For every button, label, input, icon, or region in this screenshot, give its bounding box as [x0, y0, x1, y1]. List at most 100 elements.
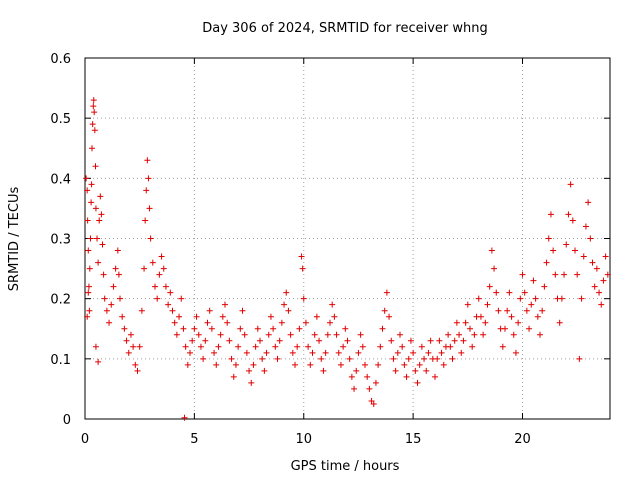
data-point	[591, 283, 598, 290]
data-point	[193, 313, 200, 320]
data-point	[285, 307, 292, 314]
data-point	[204, 319, 211, 326]
data-point	[504, 307, 511, 314]
data-point	[123, 337, 130, 344]
data-point	[403, 373, 410, 380]
data-point	[85, 247, 92, 254]
data-point	[89, 145, 95, 152]
data-point	[87, 235, 94, 242]
data-point	[401, 361, 408, 368]
data-point	[230, 373, 237, 380]
data-point	[451, 337, 458, 344]
grid-lines	[85, 58, 610, 419]
data-point	[445, 331, 452, 338]
data-point	[103, 307, 110, 314]
data-point	[197, 343, 204, 350]
data-point	[480, 331, 487, 338]
data-point	[484, 301, 491, 308]
data-point	[180, 325, 187, 332]
data-point	[359, 343, 366, 350]
data-point	[453, 319, 460, 326]
data-point	[243, 349, 250, 356]
data-point	[181, 414, 188, 421]
data-point	[106, 319, 113, 326]
data-points	[83, 97, 611, 421]
x-tick-label: 15	[405, 432, 422, 447]
data-point	[252, 343, 259, 350]
data-point	[436, 337, 443, 344]
data-point	[305, 343, 312, 350]
data-point	[464, 301, 471, 308]
data-point	[458, 349, 465, 356]
data-point	[440, 361, 447, 368]
data-point	[232, 361, 239, 368]
data-point	[259, 355, 266, 362]
data-point	[386, 313, 393, 320]
data-point	[88, 199, 95, 206]
y-tick-label: 0	[63, 413, 71, 428]
data-point	[585, 199, 592, 206]
data-point	[410, 349, 417, 356]
data-point	[91, 109, 98, 116]
data-point	[569, 217, 576, 224]
data-point	[379, 325, 386, 332]
data-point	[287, 331, 294, 338]
data-point	[108, 301, 115, 308]
y-tick-label: 0.5	[50, 112, 71, 127]
x-tick-label: 5	[190, 432, 198, 447]
data-point	[390, 355, 397, 362]
data-point	[416, 361, 423, 368]
data-point	[519, 271, 526, 278]
data-point	[299, 265, 306, 272]
data-point	[329, 301, 336, 308]
data-point	[270, 325, 277, 332]
data-point	[421, 355, 428, 362]
data-point	[222, 301, 228, 308]
data-point	[117, 295, 123, 302]
data-point	[99, 241, 106, 248]
data-point	[250, 361, 257, 368]
data-point	[298, 253, 305, 260]
data-point	[600, 277, 607, 284]
data-point	[552, 271, 559, 278]
data-point	[418, 343, 425, 350]
data-point	[534, 313, 541, 320]
data-point	[146, 205, 153, 212]
data-point	[335, 349, 342, 356]
data-point	[412, 367, 419, 374]
data-point	[101, 295, 108, 302]
data-point	[438, 349, 445, 356]
data-point	[90, 103, 97, 110]
data-point	[318, 355, 325, 362]
data-point	[237, 325, 244, 332]
data-point	[226, 337, 233, 344]
data-point	[493, 289, 500, 296]
data-point	[208, 325, 215, 332]
data-point	[134, 367, 141, 374]
y-tick-label: 0.2	[50, 293, 71, 308]
data-point	[182, 343, 189, 350]
data-point	[456, 331, 463, 338]
data-point	[187, 349, 193, 356]
data-point	[215, 343, 222, 350]
data-point	[582, 223, 589, 230]
data-point	[92, 163, 99, 170]
data-point	[191, 325, 198, 332]
data-point	[512, 349, 519, 356]
data-point	[425, 349, 432, 356]
data-point	[327, 319, 333, 326]
data-point	[167, 289, 174, 296]
data-point	[521, 289, 528, 296]
data-point	[598, 301, 605, 308]
data-point	[355, 349, 362, 356]
data-point	[202, 337, 209, 344]
data-point	[530, 277, 537, 284]
data-point	[331, 313, 338, 320]
data-point	[532, 295, 539, 302]
data-point	[388, 337, 395, 344]
data-point	[495, 307, 502, 314]
data-point	[486, 283, 493, 290]
data-point	[147, 235, 154, 242]
y-tick-label: 0.4	[50, 172, 71, 187]
data-point	[322, 349, 329, 356]
